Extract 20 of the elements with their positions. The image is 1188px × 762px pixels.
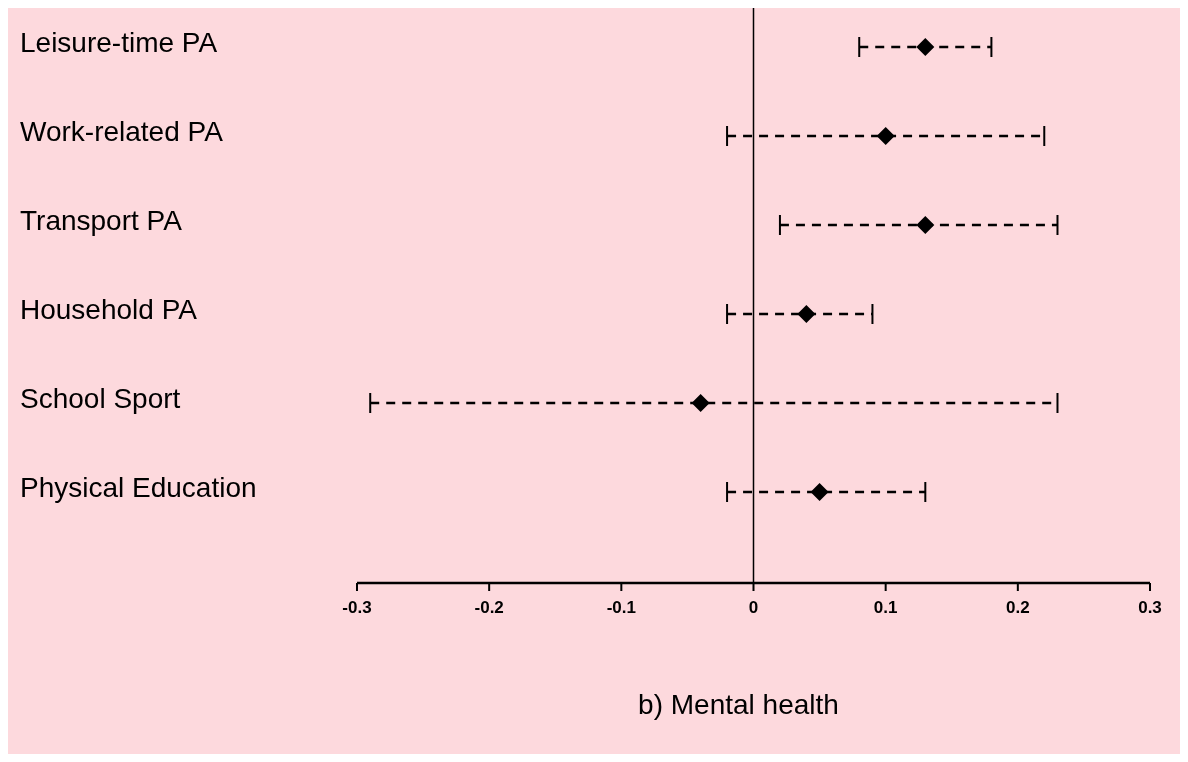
text: b) Mental health xyxy=(638,689,839,720)
x-tick-label: -0.2 xyxy=(474,598,504,617)
point xyxy=(916,38,935,56)
x-tick-label: -0.3 xyxy=(342,598,372,617)
x-tick-label: 0.3 xyxy=(1138,598,1162,617)
x-tick-label: 0.2 xyxy=(1006,598,1030,617)
point xyxy=(810,483,829,501)
point xyxy=(797,305,816,323)
point xyxy=(916,216,935,234)
y-tick-label: Leisure-time PA xyxy=(20,27,218,59)
y-tick-label: Physical Education xyxy=(20,472,257,504)
y-tick-label: Transport PA xyxy=(20,205,183,237)
x-tick-label: 0.1 xyxy=(873,598,898,617)
x-tick-label: -0.1 xyxy=(606,598,636,617)
y-tick-label: Household PA xyxy=(20,294,198,326)
y-tick-label: Work-related PA xyxy=(20,116,224,148)
point xyxy=(691,394,710,412)
y-tick-label: School Sport xyxy=(20,383,181,415)
x-tick-label: 0 xyxy=(748,598,759,617)
point xyxy=(876,127,895,145)
